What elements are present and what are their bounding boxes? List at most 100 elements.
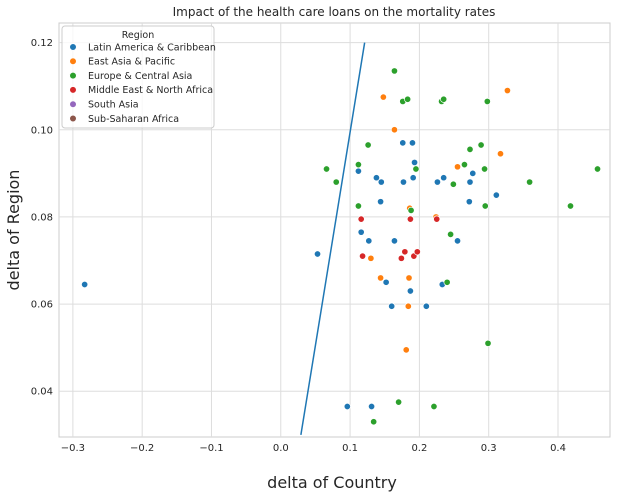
data-point [440,95,448,103]
data-point [81,280,89,289]
legend-label: Europe & Central Asia [88,71,192,82]
data-point [447,230,455,238]
data-points [81,67,602,426]
data-point [359,252,367,260]
x-tick-label: 0.3 [481,443,497,454]
data-point [460,161,469,169]
legend-marker [69,43,77,51]
legend-marker [69,71,77,80]
data-point [343,402,351,411]
legend-items: Latin America & Caribbean East Asia & Pac… [69,42,216,125]
data-point [477,141,485,149]
data-point [413,248,421,256]
data-point [388,302,396,310]
data-point [402,346,410,354]
legend-label: South Asia [88,100,139,111]
x-tick-labels: −0.3 −0.2 −0.1 0.0 0.1 0.2 0.3 0.4 [61,443,566,454]
data-point [406,215,414,223]
legend-marker [69,114,77,123]
data-point [593,165,602,173]
data-point [430,402,438,411]
regression-line [300,42,366,435]
data-point [357,228,365,236]
data-point [377,198,385,206]
data-point [407,206,415,214]
x-tick-label: 0.0 [273,443,289,454]
data-point [405,274,413,282]
data-point [408,139,417,147]
data-point [357,215,365,223]
data-point [566,202,575,210]
legend-label: East Asia & Pacific [88,57,175,68]
data-point [370,418,378,426]
data-point [409,174,417,182]
legend-marker [69,57,77,65]
data-point [379,93,387,101]
data-point [466,145,474,153]
y-tick-label: 0.10 [31,125,53,136]
data-point [443,278,451,286]
data-point [503,86,511,95]
data-point [453,237,462,245]
x-tick-label: 0.1 [342,443,358,454]
data-point [377,178,385,186]
y-tick-label: 0.04 [31,387,53,398]
data-point [368,402,376,411]
data-point [382,278,390,286]
data-point [313,250,322,258]
data-point [322,165,331,173]
x-tick-label: 0.2 [411,443,427,454]
data-point [399,139,407,147]
x-tick-label: −0.1 [199,443,223,454]
data-point [466,178,474,186]
legend-label: Sub-Saharan Africa [88,114,179,125]
data-point [469,169,477,177]
data-point [401,248,409,256]
data-point [397,254,405,262]
data-point [332,178,340,186]
y-tick-label: 0.08 [31,212,53,223]
x-axis-title: delta of Country [267,473,397,492]
data-point [453,163,462,171]
x-tick-label: 0.4 [550,443,566,454]
data-point [449,180,457,188]
data-point [526,178,534,186]
data-point [433,215,441,223]
chart-title: Impact of the health care loans on the m… [173,5,496,19]
data-point [364,141,372,149]
data-point [377,274,385,282]
x-tick-label: −0.3 [61,443,85,454]
legend-label: Middle East & North Africa [88,85,213,96]
legend-label: Latin America & Caribbean [88,42,216,53]
data-point [354,161,362,169]
data-point [365,237,373,245]
data-point [440,174,448,182]
data-point [354,202,362,210]
x-tick-label: −0.2 [130,443,154,454]
data-point [411,158,419,167]
data-point [496,150,505,158]
data-point [372,174,380,182]
data-point [422,302,430,310]
data-point [481,165,489,173]
y-axis-title: delta of Region [4,170,23,291]
data-point [406,287,414,295]
y-tick-label: 0.12 [31,38,53,49]
data-point [404,302,412,310]
data-point [465,198,473,206]
data-point [404,95,412,103]
data-point [390,237,399,245]
data-point [412,165,420,173]
data-point [483,97,491,105]
regression-line-segment [300,42,366,435]
legend: Region Latin America & Caribbean East Asi… [61,25,216,129]
y-tick-labels: 0.04 0.06 0.08 0.10 0.12 [31,38,53,398]
data-point [354,167,362,175]
data-point [367,254,375,262]
legend-box [61,25,215,129]
legend-marker [69,100,77,108]
data-point [433,178,441,186]
data-point [481,202,489,210]
legend-title: Region [122,30,155,41]
data-point [484,339,492,347]
